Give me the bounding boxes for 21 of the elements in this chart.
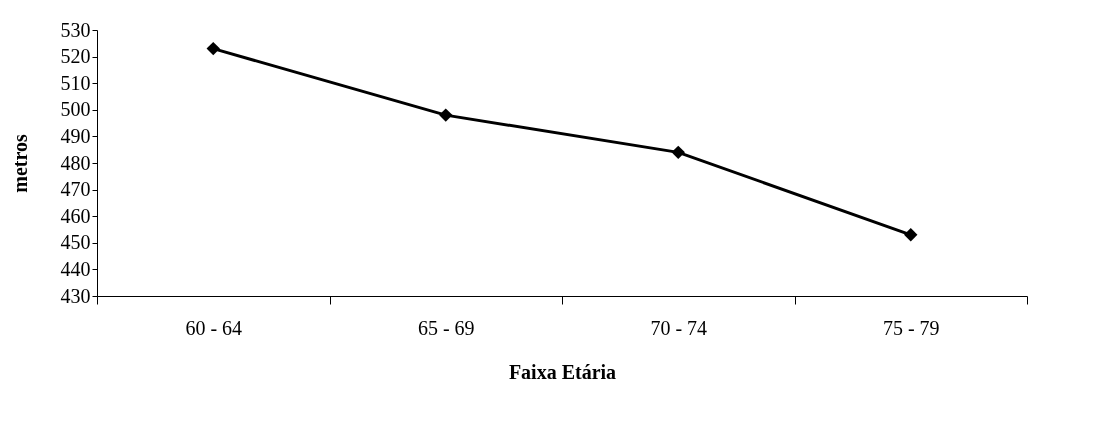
point <box>671 145 685 160</box>
y-tick-label: 530 <box>60 18 91 41</box>
point <box>439 108 453 122</box>
y-tick-label: 470 <box>60 178 91 201</box>
x-tick-label: 65 - 69 <box>417 316 475 339</box>
y-tick-label: 520 <box>60 45 91 68</box>
x-tick-label: 75 - 79 <box>882 316 940 339</box>
point <box>904 228 918 242</box>
y-tick-label: 440 <box>60 257 91 280</box>
x-tick-label: 60 - 64 <box>185 316 243 339</box>
y-tick-label: 460 <box>60 204 91 227</box>
y-tick-label: 480 <box>60 151 91 174</box>
y-tick-label: 450 <box>60 231 91 254</box>
y-tick-label: 510 <box>60 71 91 94</box>
y-tick-label: 430 <box>60 284 91 307</box>
point <box>206 41 220 56</box>
y-axis-title: metros <box>8 134 31 193</box>
x-axis-title: Faixa Etária <box>508 360 617 383</box>
y-tick-label: 490 <box>60 124 91 147</box>
y-tick-label: 500 <box>60 98 91 121</box>
x-tick-label: 70 - 74 <box>650 316 708 339</box>
